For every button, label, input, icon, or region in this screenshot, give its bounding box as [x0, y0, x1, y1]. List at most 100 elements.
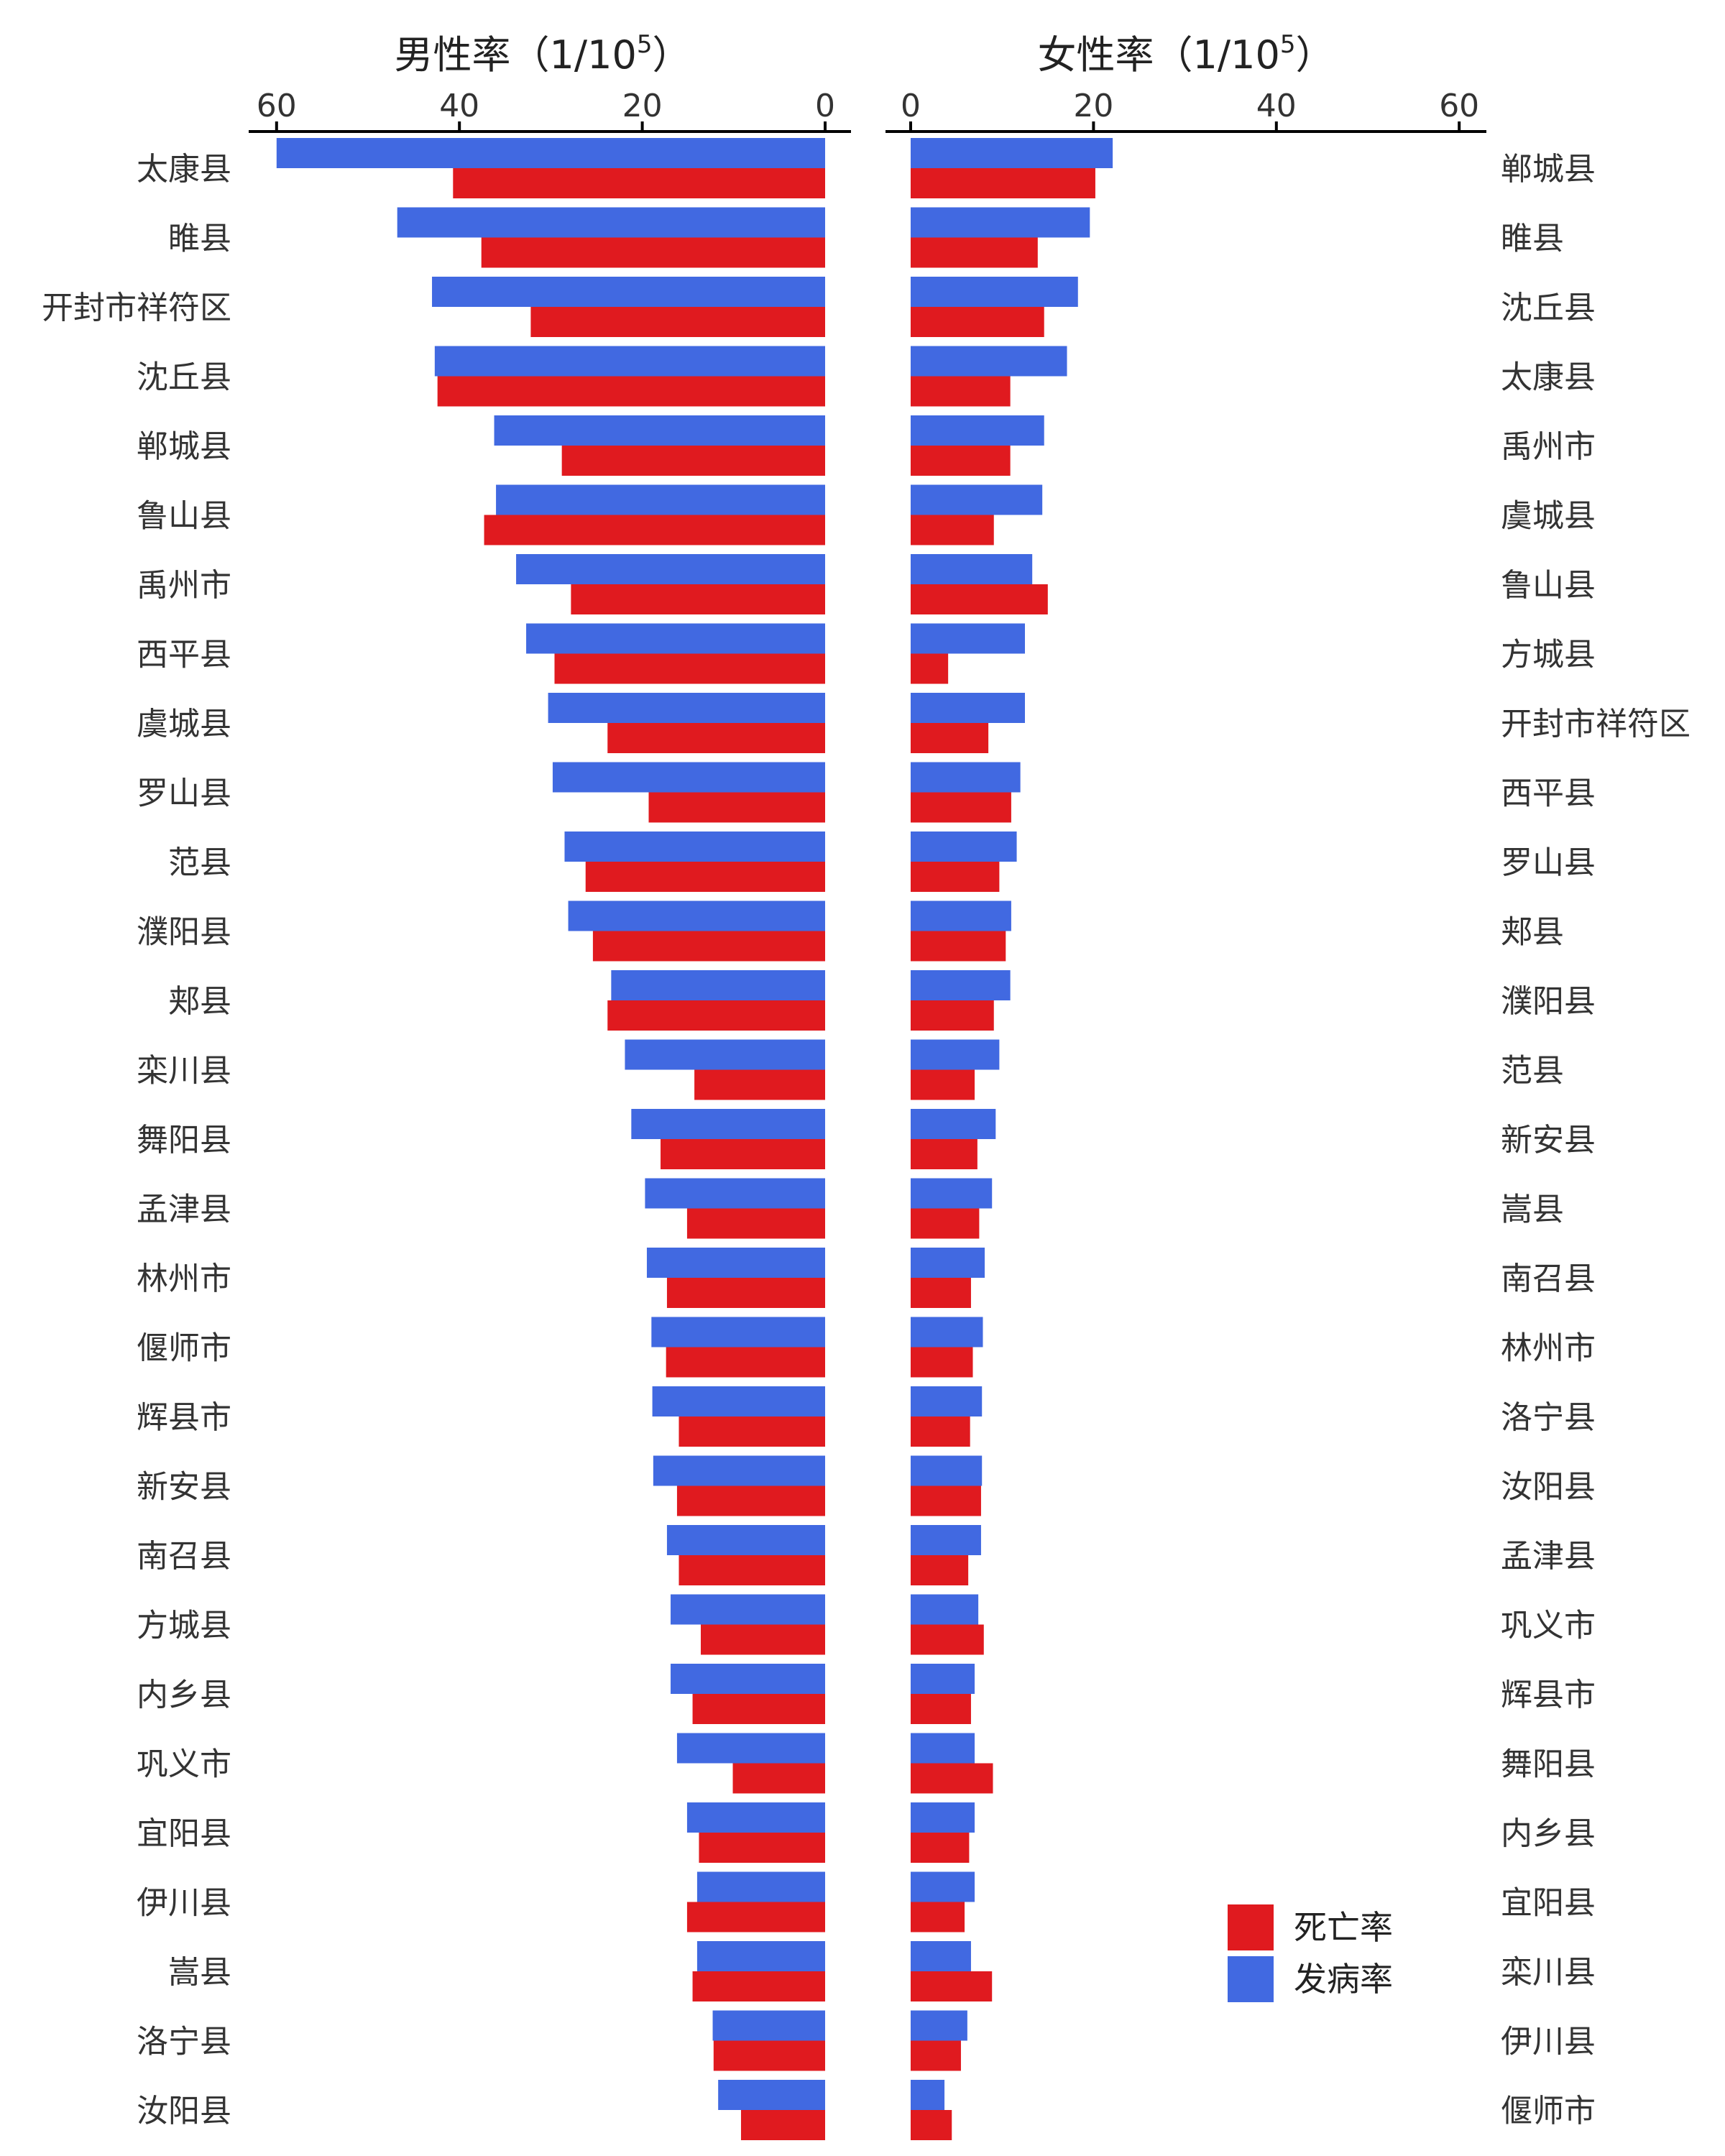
bar-incidence: [911, 1525, 981, 1555]
category-label: 洛宁县: [137, 2024, 231, 2060]
category-label: 睢县: [1501, 221, 1564, 257]
bar-mortality: [694, 1069, 825, 1100]
bar-incidence: [911, 138, 1113, 168]
bar-incidence: [911, 1802, 975, 1833]
category-label: 栾川县: [1501, 1954, 1596, 1991]
category-label: 汝阳县: [137, 2093, 231, 2129]
bar-incidence: [718, 2080, 825, 2110]
bar-incidence: [496, 484, 825, 515]
bar-incidence: [911, 1317, 983, 1348]
bar-incidence: [911, 970, 1011, 1000]
category-label: 太康县: [137, 151, 231, 188]
bar-mortality: [554, 653, 825, 684]
bar-mortality: [661, 1139, 825, 1169]
bar-incidence: [911, 277, 1078, 307]
category-label: 鲁山县: [1501, 567, 1596, 604]
x-tick-label: 60: [257, 88, 297, 124]
bar-mortality: [911, 584, 1048, 614]
category-label: 林州市: [137, 1261, 231, 1297]
bar-incidence: [652, 1386, 825, 1416]
bar-incidence: [696, 1941, 825, 1971]
bar-mortality: [911, 1763, 993, 1794]
bar-incidence: [276, 138, 825, 168]
bar-mortality: [678, 1416, 825, 1447]
category-label: 西平县: [1501, 775, 1596, 812]
bar-incidence: [712, 2010, 825, 2041]
category-label: 郸城县: [137, 428, 231, 465]
category-label: 禹州市: [137, 567, 231, 604]
category-label: 睢县: [168, 221, 231, 257]
bar-mortality: [453, 168, 825, 198]
x-tick-label: 0: [815, 88, 835, 124]
bar-mortality: [911, 1971, 993, 2001]
bar-incidence: [432, 277, 825, 307]
bar-incidence: [911, 1594, 979, 1625]
bar-mortality: [607, 723, 825, 753]
bar-incidence: [516, 554, 825, 584]
category-label: 禹州市: [1501, 428, 1596, 465]
bar-incidence: [611, 970, 825, 1000]
category-label: 濮阳县: [137, 914, 231, 951]
bar-mortality: [911, 237, 1038, 268]
category-label: 洛宁县: [1501, 1399, 1596, 1436]
category-label: 太康县: [1501, 359, 1596, 396]
category-label: 沈丘县: [1501, 290, 1596, 326]
category-label: 南召县: [137, 1538, 231, 1575]
panel-title: 男性率（1/105）: [395, 30, 691, 78]
bar-mortality: [607, 1000, 825, 1031]
bar-mortality: [713, 2040, 825, 2071]
bar-mortality: [571, 584, 825, 614]
bar-mortality: [686, 1208, 825, 1239]
category-label: 郸城县: [1501, 151, 1596, 188]
bar-incidence: [645, 1178, 825, 1209]
x-tick-label: 0: [901, 88, 921, 124]
x-tick-label: 40: [439, 88, 479, 124]
bar-incidence: [911, 900, 1011, 931]
bar-mortality: [911, 1416, 970, 1447]
bar-mortality: [666, 1347, 825, 1378]
panel-title-close: ）: [1295, 32, 1334, 78]
bar-incidence: [646, 1248, 825, 1278]
bar-mortality: [592, 931, 825, 962]
bar-incidence: [686, 1802, 825, 1833]
bar-incidence: [671, 1594, 825, 1625]
bar-mortality: [911, 1555, 969, 1585]
bar-incidence: [552, 762, 825, 793]
bar-mortality: [678, 1555, 825, 1585]
bar-incidence: [676, 1733, 825, 1764]
category-label: 鲁山县: [137, 498, 231, 535]
category-label: 西平县: [137, 637, 231, 673]
bar-incidence: [434, 346, 825, 377]
bar-incidence: [911, 831, 1017, 862]
legend-swatch-mortality: [1228, 1904, 1274, 1950]
bar-mortality: [561, 446, 825, 476]
bar-mortality: [692, 1971, 825, 2001]
category-label: 孟津县: [1501, 1538, 1596, 1575]
category-label: 郏县: [168, 983, 231, 1020]
panel-title-close: ）: [652, 32, 691, 78]
x-tick-label: 20: [1073, 88, 1113, 124]
female-panel: 0 20 40 60 女性率（1/105） 郸城县睢县沈丘县太康县禹州市虞城县鲁山县方城县…: [886, 30, 1690, 2140]
bar-mortality: [676, 1485, 825, 1516]
bar-incidence: [631, 1109, 825, 1139]
bar-mortality: [648, 792, 825, 823]
bar-incidence: [696, 1871, 825, 1902]
category-label: 范县: [168, 844, 231, 881]
bar-incidence: [911, 2010, 967, 2041]
panel-title-superscript: 5: [1280, 30, 1296, 59]
bar-mortality: [911, 515, 994, 545]
bar-mortality: [911, 1000, 994, 1031]
bar-incidence: [568, 900, 825, 931]
category-label: 伊川县: [137, 1885, 231, 1922]
bar-mortality: [911, 2040, 961, 2071]
bar-incidence: [911, 1733, 975, 1764]
x-tick-label: 20: [622, 88, 663, 124]
bar-mortality: [911, 376, 1011, 407]
bar-incidence: [397, 207, 825, 238]
bar-mortality: [911, 653, 949, 684]
category-label: 舞阳县: [137, 1122, 231, 1158]
bar-mortality: [911, 1624, 984, 1655]
bar-incidence: [911, 554, 1033, 584]
bar-mortality: [911, 1694, 971, 1724]
bar-incidence: [911, 1039, 1000, 1070]
